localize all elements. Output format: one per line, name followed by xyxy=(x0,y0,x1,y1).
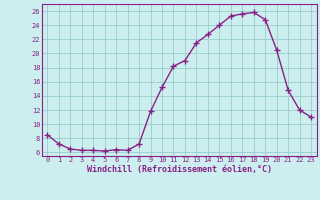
X-axis label: Windchill (Refroidissement éolien,°C): Windchill (Refroidissement éolien,°C) xyxy=(87,165,272,174)
